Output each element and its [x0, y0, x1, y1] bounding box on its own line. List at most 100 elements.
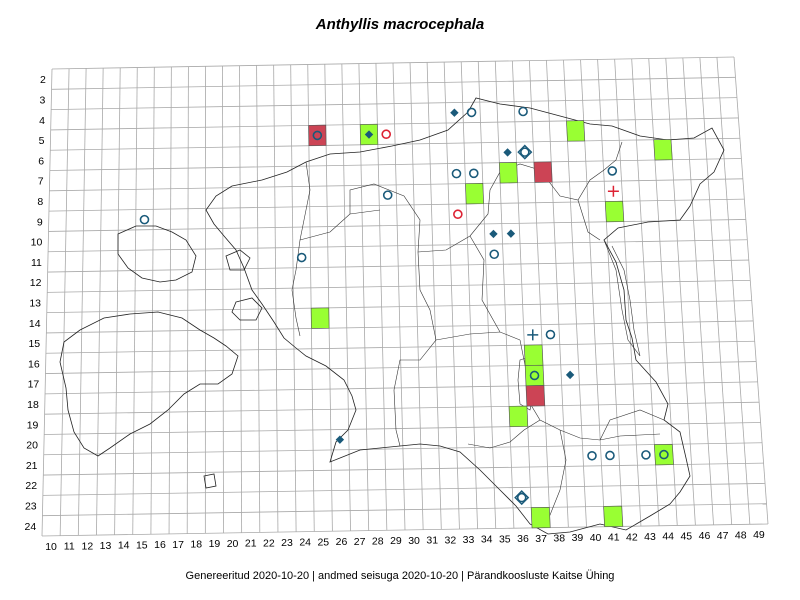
- occurrence-circle-marker: [453, 209, 463, 220]
- occurrence-square-green: [508, 405, 529, 427]
- grid-line-vertical: [460, 61, 478, 529]
- x-tick-label: 26: [336, 536, 348, 548]
- grid-line-horizontal: [51, 97, 737, 111]
- grid-line-vertical: [443, 62, 460, 530]
- x-tick-label: 14: [118, 540, 130, 552]
- x-tick-label: 39: [572, 532, 584, 544]
- x-tick-label: 29: [390, 535, 402, 547]
- occurrence-circle-marker: [529, 370, 540, 381]
- grid-line-vertical: [222, 65, 224, 534]
- grid-line-horizontal: [46, 320, 754, 334]
- grid-line-horizontal: [50, 117, 739, 131]
- grid-line-vertical: [426, 62, 442, 530]
- occurrence-square-green: [653, 139, 673, 161]
- x-tick-label: 30: [408, 535, 420, 547]
- occurrence-circle-marker: [382, 190, 393, 200]
- occurrence-diamond-marker: [565, 370, 575, 380]
- y-tick-label: 18: [27, 399, 39, 411]
- y-tick-label: 13: [29, 298, 41, 310]
- occurrence-square-green: [524, 344, 544, 366]
- y-tick-label: 7: [38, 176, 44, 188]
- x-tick-label: 22: [263, 537, 275, 549]
- map-title: Anthyllis macrocephala: [315, 16, 485, 33]
- grid-line-horizontal: [47, 259, 749, 273]
- grid-line-horizontal: [42, 503, 767, 517]
- grid-line-horizontal: [48, 198, 745, 212]
- x-tick-label: 21: [245, 538, 257, 550]
- grid-line-horizontal: [45, 340, 755, 354]
- occurrence-diamond-outline-marker: [517, 144, 533, 160]
- grid-line-vertical: [239, 65, 243, 533]
- occurrence-cross-marker: [607, 185, 619, 197]
- occurrence-square-green: [603, 505, 624, 528]
- grid-line-horizontal: [49, 178, 743, 192]
- x-tick-label: 13: [100, 540, 112, 552]
- x-tick-label: 28: [372, 535, 384, 547]
- grid-line-vertical: [494, 61, 515, 529]
- x-tick-label: 41: [608, 532, 620, 544]
- y-tick-label: 2: [40, 74, 46, 86]
- borders-layer: [59, 97, 725, 535]
- y-tick-label: 4: [39, 115, 45, 127]
- x-tick-label: 32: [445, 534, 457, 546]
- y-tick-label: 9: [37, 216, 43, 228]
- grid-line-vertical: [477, 61, 497, 529]
- grid-line-horizontal: [47, 279, 751, 293]
- grid-line-vertical: [682, 57, 714, 525]
- occurrence-square-green: [499, 162, 518, 184]
- grid-line-horizontal: [46, 300, 752, 314]
- x-tick-label: 46: [699, 530, 711, 542]
- grid-line-vertical: [273, 65, 279, 533]
- y-tick-label: 5: [39, 135, 45, 147]
- occurrence-circle-marker: [520, 147, 530, 157]
- x-tick-label: 31: [426, 535, 438, 547]
- x-tick-label: 42: [626, 531, 638, 543]
- grid-line-horizontal: [51, 76, 736, 90]
- grid-line-vertical: [59, 68, 70, 536]
- grid-line-horizontal: [50, 137, 740, 151]
- x-tick-label: 11: [64, 541, 75, 553]
- occurrence-square-green: [465, 183, 484, 205]
- grid-line-vertical: [186, 66, 189, 534]
- occurrence-square-red: [308, 124, 327, 147]
- y-tick-label: 22: [25, 480, 37, 492]
- grid-line-vertical: [546, 60, 569, 528]
- grid-line-vertical: [132, 67, 138, 535]
- occurrence-circle-marker: [466, 107, 477, 118]
- occurrence-square-green: [654, 443, 674, 466]
- y-tick-label: 23: [25, 501, 37, 513]
- grid-line-horizontal: [44, 401, 760, 415]
- x-tick-label: 24: [299, 537, 311, 549]
- x-tick-label: 38: [553, 532, 565, 544]
- x-tick-label: 17: [172, 539, 184, 551]
- occurrence-circle-marker: [518, 106, 528, 117]
- x-tick-label: 20: [227, 538, 239, 550]
- grid-line-vertical: [77, 68, 87, 536]
- x-tick-label: 49: [753, 529, 765, 541]
- x-tick-label: 40: [590, 532, 602, 544]
- x-tick-label: 27: [354, 536, 366, 548]
- x-tick-label: 36: [517, 533, 529, 545]
- grid-line-vertical: [168, 66, 172, 534]
- grid-line-vertical: [665, 58, 696, 526]
- grid-line-vertical: [114, 67, 121, 535]
- country-outline: [205, 97, 725, 535]
- grid-line-vertical: [733, 56, 769, 525]
- occurrence-square-green: [566, 120, 586, 142]
- muhu-island: [231, 297, 263, 321]
- occurrence-square-green: [530, 506, 551, 529]
- x-tick-label: 45: [680, 530, 692, 542]
- y-tick-label: 6: [38, 155, 44, 167]
- occurrence-diamond-marker: [506, 229, 516, 238]
- occurrence-square-red: [533, 161, 553, 183]
- x-tick-label: 25: [317, 536, 329, 548]
- grid-line-horizontal: [51, 56, 735, 70]
- occurrence-circle-marker: [605, 450, 615, 461]
- occurrence-circle-marker: [451, 168, 462, 179]
- occurrence-circle-marker: [659, 449, 669, 460]
- occurrence-diamond-marker: [489, 229, 498, 239]
- y-tick-label: 11: [31, 257, 42, 269]
- occurrence-diamond-marker: [364, 130, 374, 139]
